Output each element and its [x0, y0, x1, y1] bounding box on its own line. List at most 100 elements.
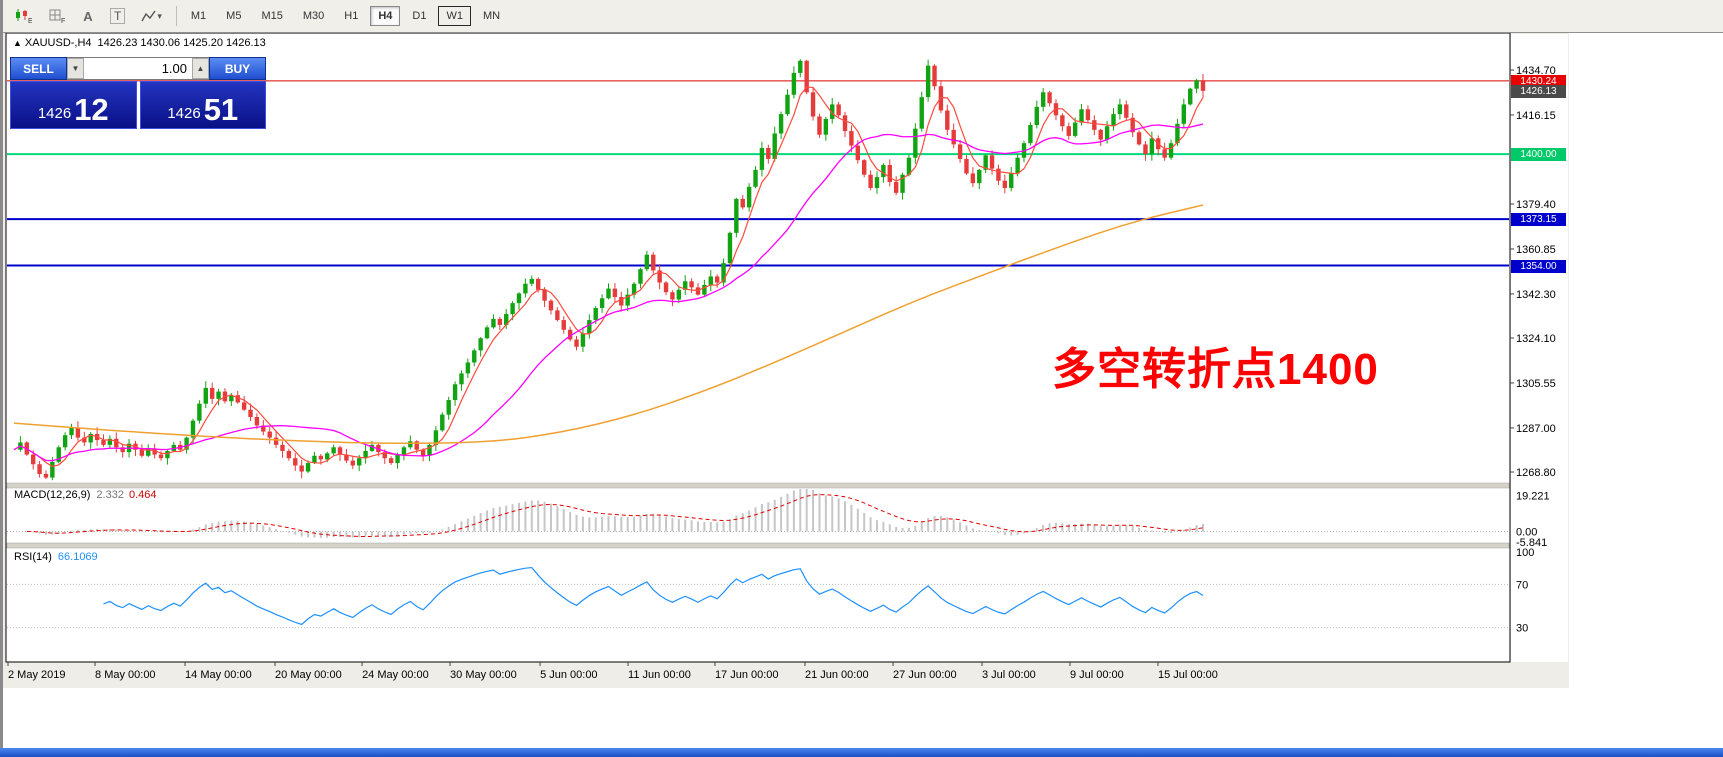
level-1354-badge: 1354.00	[1511, 259, 1566, 273]
price-scale-labels	[1510, 69, 1514, 473]
time-axis-label: 9 Jul 00:00	[1070, 669, 1124, 681]
timeframe-h4-button[interactable]: H4	[370, 6, 401, 26]
price-scale-label: 1360.85	[1516, 244, 1556, 256]
rsi-scale-label: 70	[1516, 579, 1528, 591]
sell-price-display[interactable]: 1426 12	[10, 81, 137, 129]
timeframe-m1-button[interactable]: M1	[183, 6, 214, 26]
caret-down-icon: ▾	[157, 10, 162, 21]
time-axis-label: 17 Jun 00:00	[715, 669, 779, 681]
time-axis-label: 20 May 00:00	[275, 669, 342, 681]
timeframe-m15-button[interactable]: M15	[253, 6, 290, 26]
right-empty-area	[1569, 33, 1723, 748]
ma-fast-line	[13, 86, 1204, 468]
price-scale-label: 1379.40	[1516, 199, 1556, 211]
price-scale-label: 1305.55	[1516, 378, 1556, 390]
macd-scale-label: 0.00	[1516, 527, 1537, 539]
price-scale-label: 1434.70	[1516, 65, 1556, 77]
chart-frame	[5, 32, 1511, 663]
price-scale-label: 1342.30	[1516, 289, 1556, 301]
chart-type-button[interactable]: E	[7, 4, 39, 28]
rsi-line	[103, 566, 1204, 626]
volume-input[interactable]: ▼ 1.00 ▲	[67, 57, 209, 80]
timeframe-m5-button[interactable]: M5	[218, 6, 249, 26]
price-scale-label: 1416.15	[1516, 110, 1556, 122]
zigzag-icon	[141, 10, 156, 22]
time-axis-label: 24 May 00:00	[362, 669, 429, 681]
volume-decrease-button[interactable]: ▼	[67, 58, 84, 79]
macd-scale-label: 19.221	[1516, 491, 1550, 503]
grid-icon: F	[49, 9, 65, 24]
macd-label: MACD(12,26,9) 2.332 0.464	[14, 489, 156, 501]
svg-text:E: E	[28, 18, 32, 24]
time-axis-labels	[7, 662, 1159, 666]
timeframe-w1-button[interactable]: W1	[438, 6, 471, 26]
time-axis-label: 21 Jun 00:00	[805, 669, 869, 681]
sell-price-small: 1426	[37, 105, 72, 122]
bottom-window-edge	[0, 748, 1723, 757]
price-scale-label: 1324.10	[1516, 333, 1556, 345]
letter-a-icon: A	[83, 8, 93, 24]
rsi-name: RSI(14)	[14, 551, 52, 563]
symbol-period: XAUUSD-,H4	[24, 37, 92, 49]
ma-slow-line	[13, 204, 1204, 445]
buy-price-big: 51	[203, 92, 239, 127]
ohlc-values: 1426.23 1430.06 1425.20 1426.13	[97, 37, 266, 49]
macd-scale-label: -5.841	[1516, 537, 1547, 549]
macd-name: MACD(12,26,9)	[14, 489, 91, 501]
level-1373-badge: 1373.15	[1511, 213, 1566, 227]
price-scale[interactable]: 1430.24 1426.13 1400.00 1373.15 1354.00	[1510, 33, 1569, 662]
timeframe-m30-button[interactable]: M30	[295, 6, 332, 26]
sell-price-big: 12	[74, 92, 109, 127]
volume-value[interactable]: 1.00	[161, 61, 187, 76]
timeframe-d1-button[interactable]: D1	[404, 6, 434, 26]
chart-title: ▲ XAUUSD-,H4 1426.23 1430.06 1425.20 1426.…	[13, 37, 266, 49]
time-axis-label: 15 Jul 00:00	[1158, 669, 1218, 681]
time-axis-label: 30 May 00:00	[450, 669, 517, 681]
candlestick-chart-icon: E	[16, 9, 32, 24]
macd-signal-line	[26, 494, 1204, 538]
buy-price-small: 1426	[167, 105, 201, 122]
timeframe-h1-button[interactable]: H1	[336, 6, 366, 26]
timeframe-mn-button[interactable]: MN	[475, 6, 508, 26]
toolbar-separator	[175, 6, 177, 26]
bottom-empty-area	[0, 688, 1723, 748]
macd-histogram	[25, 489, 1204, 538]
text-tool-button[interactable]: T	[103, 4, 132, 28]
indicators-button[interactable]: F	[41, 4, 73, 28]
rsi-label: RSI(14) 66.1069	[14, 551, 98, 563]
cursor-tool-button[interactable]: A	[75, 4, 101, 28]
macd-main-value: 2.332	[96, 489, 124, 501]
time-axis-label: 3 Jul 00:00	[982, 669, 1036, 681]
time-axis-label: 11 Jun 00:00	[628, 669, 691, 681]
chart-icon: ▲	[13, 38, 22, 48]
pane-separator[interactable]	[6, 482, 1510, 489]
letter-t-icon: T	[110, 8, 126, 24]
svg-text:F: F	[61, 18, 65, 24]
macd-signal-value: 0.464	[128, 489, 157, 501]
time-scale[interactable]	[6, 662, 1568, 687]
rsi-scale-label: 30	[1516, 623, 1528, 635]
price-scale-label: 1268.80	[1516, 467, 1556, 479]
ma-mid-line	[13, 123, 1204, 462]
time-axis-label: 8 May 00:00	[95, 669, 156, 681]
pane-separator[interactable]	[6, 542, 1510, 549]
level-1400-badge: 1400.00	[1511, 148, 1566, 162]
chart-text-annotation[interactable]: 多空转折点1400	[1052, 345, 1379, 394]
one-click-trading-panel: SELL ▼ 1.00 ▲ BUY 1426 12 1426 51	[10, 57, 266, 129]
time-axis-label: 27 Jun 00:00	[893, 669, 957, 681]
ask-price-badge: 1430.24	[1511, 74, 1566, 88]
buy-price-display[interactable]: 1426 51	[139, 81, 266, 129]
line-tools-button[interactable]: ▾	[134, 4, 169, 28]
timeframe-toolbar: M1 M5 M15 M30 H1 H4 D1 W1 MN	[183, 6, 508, 26]
rsi-value: 66.1069	[57, 551, 98, 563]
sell-button[interactable]: SELL	[10, 57, 67, 80]
horizontal-lines	[7, 80, 1509, 267]
time-axis-label: 14 May 00:00	[185, 669, 252, 681]
price-scale-label: 1287.00	[1516, 423, 1556, 435]
buy-button[interactable]: BUY	[209, 57, 266, 80]
time-axis-label: 5 Jun 00:00	[540, 669, 598, 681]
price-scale-bg	[1511, 34, 1568, 662]
volume-increase-button[interactable]: ▲	[192, 58, 209, 79]
